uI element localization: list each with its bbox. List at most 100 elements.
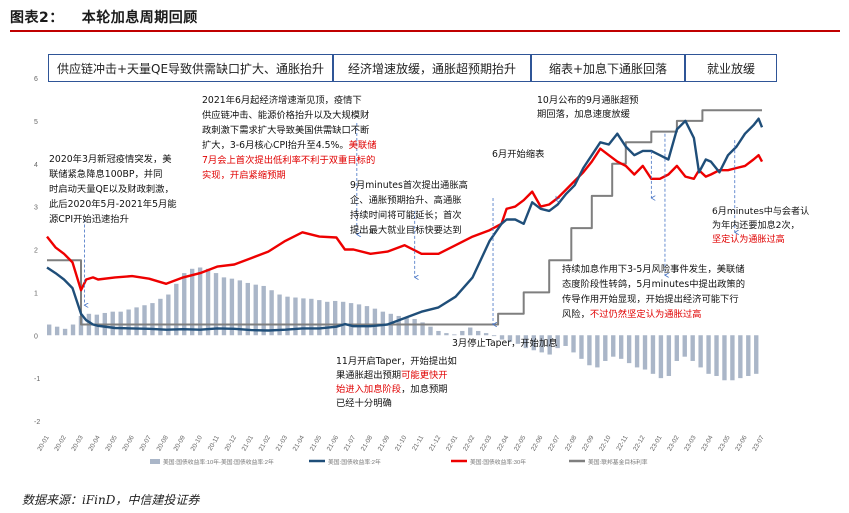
spread-bar <box>515 335 521 344</box>
x-tick-label: 22-12 <box>632 434 647 452</box>
annotation-text: 10月公布的9月通胀超预 <box>537 94 638 106</box>
annotation-text: 扩大，3-6月核心CPI抬升至4.5%。 <box>202 139 349 151</box>
annotation-line: 果通胀超出预期可能更快开 <box>336 369 448 381</box>
spread-bar <box>205 268 211 336</box>
x-tick-label: 20-06 <box>121 434 136 452</box>
annotation-line: 持续时间将可能延长；首次 <box>350 209 462 221</box>
annotation-text: 联储紧急降息100BP，并同 <box>49 168 162 180</box>
spread-bar <box>420 322 425 336</box>
legend-label: 美国:国债收益率:10年-美国:国债收益率:2年 <box>163 458 274 466</box>
spread-bar <box>380 311 386 336</box>
annotation-line: 7月会上首次提出低利率不利于双重目标的 <box>202 154 375 166</box>
spread-bar <box>468 327 473 336</box>
annotation-line: 传导作用开始显现，开始提出经济可能下行 <box>562 293 739 305</box>
spread-bar <box>118 311 123 336</box>
annotation-text: 此后2020年5月-2021年5月能 <box>49 198 177 210</box>
annotation-line: 联储紧急降息100BP，并同 <box>49 168 162 180</box>
annotation-highlight: 可能更快开 <box>401 369 448 381</box>
x-tick-label: 22-11 <box>615 434 629 452</box>
annotation-line: 3月停止Taper，开始加息 <box>452 337 558 349</box>
spread-bar <box>523 335 529 349</box>
annotation-highlight: 美联储 <box>349 139 377 151</box>
x-tick-label: 22-01 <box>445 434 460 452</box>
spread-bar <box>483 333 489 336</box>
x-tick-label: 21-06 <box>326 434 341 452</box>
annotation-text: 6月minutes中与会者认 <box>712 205 809 217</box>
spread-bar <box>166 294 171 336</box>
annotation-line: 为年内还要加息2次， <box>712 219 800 231</box>
annotation-text: 时启动天量QE以及财政刺激， <box>49 183 174 195</box>
spread-bar <box>126 309 131 336</box>
annotation-line: 企、通胀预期抬升、高通胀 <box>350 194 462 206</box>
spread-bar <box>404 318 409 336</box>
x-tick-label: 21-05 <box>309 434 324 452</box>
annotation-highlight: 不过仍然坚定认为通胀过高 <box>590 308 702 320</box>
annotation-text: 2021年6月起经济增速渐见顶，疫情下 <box>202 94 362 106</box>
annotation-text: 果通胀超出预期 <box>336 369 401 381</box>
x-tick-label: 21-12 <box>428 434 443 452</box>
x-tick-label: 22-07 <box>547 434 562 452</box>
spread-bar <box>563 335 568 346</box>
annotation-line: 提出最大就业目标快要达到 <box>350 224 462 236</box>
annotation-line: 2020年3月新冠疫情突发，美 <box>49 153 172 165</box>
spread-bar <box>698 335 703 368</box>
x-tick-label: 22-09 <box>581 434 596 452</box>
spread-bar <box>269 290 274 336</box>
spread-bar <box>245 282 250 336</box>
annotation-text: 态度阶段性转鸽，5月minutes中提出政策的 <box>562 278 745 290</box>
annotation-text: 9月minutes首次提出通胀高 <box>350 179 468 191</box>
x-tick-label: 20-04 <box>87 434 102 452</box>
spread-bar <box>78 315 84 336</box>
spread-bar <box>213 273 219 336</box>
spread-bar <box>436 330 441 336</box>
spread-bar <box>372 308 378 336</box>
phase-box-supply-shock: 供应链冲击+天量QE导致供需缺口扩大、通胀抬升 <box>48 54 333 82</box>
spread-bar <box>650 335 656 374</box>
spread-bar <box>571 335 576 353</box>
annotation-text: 供应链冲击、能源价格抬升以及大规模财 <box>202 109 369 121</box>
phase-box-slowdown: 经济增速放缓，通胀超预期抬升 <box>333 54 531 82</box>
phase-label: 经济增速放缓，通胀超预期抬升 <box>347 61 516 76</box>
x-tick-label: 22-04 <box>496 434 511 452</box>
annotation-line: 10月公布的9月通胀超预 <box>537 94 638 106</box>
x-tick-label: 20-02 <box>53 434 68 452</box>
spread-bar <box>579 335 584 359</box>
spread-bar <box>706 335 711 374</box>
annotation-line: 坚定认为通胀过高 <box>712 233 785 245</box>
spread-bar <box>197 267 203 336</box>
spread-bar <box>325 301 330 336</box>
spread-bar <box>491 335 497 337</box>
annotation-text: 11月开启Taper，开始提出如 <box>336 355 457 367</box>
annotation-line: 扩大，3-6月核心CPI抬升至4.5%。美联储 <box>202 139 377 151</box>
y-tick-label: -2 <box>34 419 40 426</box>
annotation-line: 风险，不过仍然坚定认为通胀过高 <box>562 308 701 320</box>
x-tick-label: 22-06 <box>530 434 545 452</box>
spread-bar <box>738 335 743 379</box>
spread-bar <box>293 297 298 336</box>
spread-bar <box>714 335 719 376</box>
spread-bar <box>253 284 258 336</box>
x-tick-label: 20-08 <box>156 434 171 452</box>
annotation-text: 持续时间将可能延长；首次 <box>350 209 462 221</box>
annotation-line: 实现，开启紧缩预期 <box>202 169 286 181</box>
annotation-line: 态度阶段性转鸽，5月minutes中提出政策的 <box>562 278 745 290</box>
legend-label: 美国:国债收益率:30年 <box>470 458 526 466</box>
annotation-text: 为年内还要加息2次， <box>712 219 800 231</box>
spread-bar <box>428 326 433 336</box>
x-tick-label: 22-08 <box>564 434 579 452</box>
annotation-line: 源CPI开始迅速抬升 <box>49 213 129 225</box>
spread-bar <box>626 335 632 364</box>
annotation-line: 供应链冲击、能源价格抬升以及大规模财 <box>202 109 369 121</box>
spread-bar <box>158 298 163 336</box>
spread-bar <box>658 335 664 379</box>
spread-bar <box>682 335 687 357</box>
x-tick-label: 20-05 <box>104 434 119 452</box>
y-tick-label: -1 <box>34 376 40 383</box>
annotation-text: 风险， <box>562 308 590 320</box>
legend-label: 美国:国债收益率:2年 <box>328 458 381 466</box>
spread-bar <box>619 335 624 359</box>
y-tick-label: 0 <box>34 333 38 340</box>
x-tick-label: 20-09 <box>173 434 188 452</box>
spread-bar <box>340 301 346 336</box>
x-tick-label: 22-05 <box>513 434 528 452</box>
